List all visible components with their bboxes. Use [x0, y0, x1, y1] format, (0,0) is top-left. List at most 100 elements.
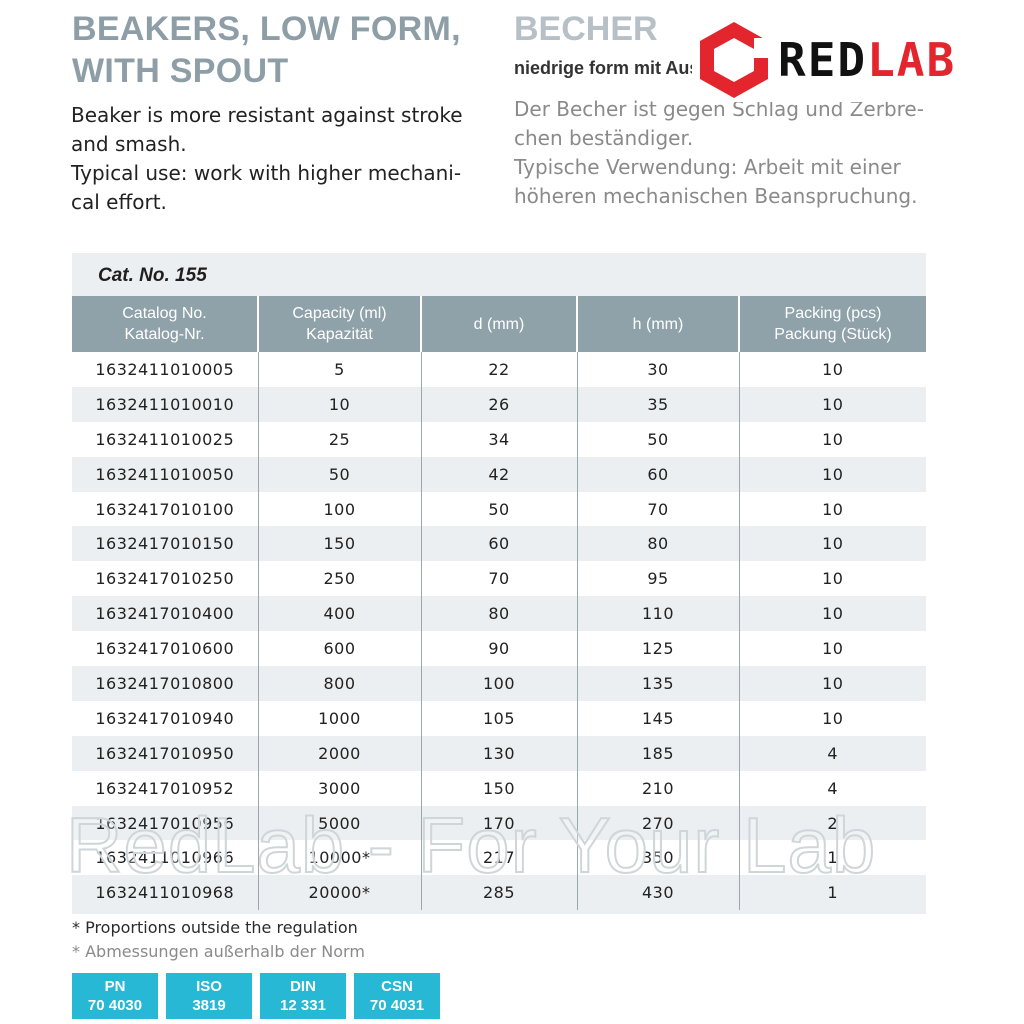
header-label: d (mm)	[473, 315, 525, 333]
cell-diameter: 100	[420, 666, 577, 701]
cell-diameter: 285	[420, 875, 577, 911]
cell-packing: 10	[738, 631, 926, 667]
cell-height: 430	[576, 875, 739, 911]
standard-badge-csn: CSN 70 4031	[354, 973, 440, 1019]
cell-height: 145	[576, 700, 739, 736]
cell-packing: 10	[738, 386, 926, 422]
german-description-line: chen beständiger.	[514, 126, 694, 150]
header-label: Packing (pcs)	[784, 305, 882, 322]
standard-name: PN	[104, 978, 126, 995]
standard-number: 70 4031	[369, 997, 425, 1014]
english-description-line: cal effort.	[71, 190, 167, 214]
cell-catalog-no: 1632417010600	[72, 631, 258, 667]
cell-capacity: 3000	[257, 770, 421, 806]
table-row: 1632417010400 400 80 110 10	[72, 596, 926, 632]
table-row: 1632411010025 25 34 50 10	[72, 421, 926, 457]
cell-diameter: 105	[420, 700, 577, 736]
cell-diameter: 22	[420, 352, 577, 387]
english-description-line: and smash.	[71, 132, 187, 156]
product-table-panel: Cat. No. 155 Catalog No. Katalog-Nr. Cap…	[72, 253, 926, 914]
cell-packing: 10	[738, 456, 926, 492]
cell-diameter: 60	[420, 526, 577, 562]
cell-height: 350	[576, 840, 739, 876]
logo-wordmark: REDLAB	[778, 34, 956, 86]
german-description-line: Typische Verwendung: Arbeit mit einer	[514, 155, 901, 179]
cell-capacity: 50	[257, 456, 421, 492]
cell-catalog-no: 1632417010100	[72, 491, 258, 527]
cell-height: 35	[576, 386, 739, 422]
english-description-line: Beaker is more resistant against stroke	[71, 103, 463, 127]
standard-badge-pn: PN 70 4030	[72, 973, 158, 1019]
standard-badge-iso: ISO 3819	[166, 973, 252, 1019]
cell-packing: 1	[738, 840, 926, 876]
footnote-german: * Abmessungen außerhalb der Norm	[72, 942, 365, 961]
standard-name: DIN	[290, 978, 316, 995]
table-row: 1632417010952 3000 150 210 4	[72, 770, 926, 806]
cell-capacity: 2000	[257, 735, 421, 771]
table-row: 1632411010968 20000* 285 430 1	[72, 875, 926, 911]
german-description-line: höheren mechanischen Beanspruchung.	[514, 184, 918, 208]
cell-catalog-no: 1632417010250	[72, 561, 258, 597]
cell-catalog-no: 1632417010800	[72, 666, 258, 701]
cell-height: 135	[576, 666, 739, 701]
cell-packing: 10	[738, 352, 926, 387]
cell-capacity: 20000*	[257, 875, 421, 911]
cell-capacity: 25	[257, 421, 421, 457]
cell-packing: 10	[738, 666, 926, 701]
cell-diameter: 170	[420, 805, 577, 841]
standard-number: 3819	[192, 997, 226, 1014]
cell-packing: 10	[738, 700, 926, 736]
cell-packing: 10	[738, 561, 926, 597]
cell-catalog-no: 1632411010010	[72, 386, 258, 422]
cell-catalog-no: 1632411010025	[72, 421, 258, 457]
cell-capacity: 600	[257, 631, 421, 667]
redlab-logo: REDLAB	[692, 18, 997, 102]
cell-capacity: 100	[257, 491, 421, 527]
header-label: Kapazität	[306, 326, 373, 343]
cell-height: 70	[576, 491, 739, 527]
logo-text-red: RED	[778, 33, 868, 87]
catalog-title: Cat. No. 155	[98, 265, 207, 286]
cell-height: 210	[576, 770, 739, 806]
cell-catalog-no: 1632417010952	[72, 770, 258, 806]
table-row: 1632417010940 1000 105 145 10	[72, 700, 926, 736]
cell-capacity: 250	[257, 561, 421, 597]
header-packing: Packing (pcs) Packung (Stück)	[738, 296, 926, 352]
cell-catalog-no: 1632417010150	[72, 526, 258, 562]
cell-catalog-no: 1632411010050	[72, 456, 258, 492]
table-row: 1632411010966 10000* 217 350 1	[72, 840, 926, 876]
table-body: 1632411010005 5 22 30 10 1632411010010 10 26 35 1…	[72, 352, 926, 911]
cell-capacity: 10	[257, 386, 421, 422]
cell-diameter: 26	[420, 386, 577, 422]
table-row: 1632417010100 100 50 70 10	[72, 491, 926, 527]
cell-capacity: 400	[257, 596, 421, 632]
cell-height: 80	[576, 526, 739, 562]
cell-height: 270	[576, 805, 739, 841]
cell-catalog-no: 1632417010956	[72, 805, 258, 841]
cell-packing: 10	[738, 526, 926, 562]
german-description: Der Becher ist gegen Schlag und Zerbre- …	[514, 95, 934, 211]
german-title: BECHER	[514, 10, 658, 48]
standard-number: 12 331	[280, 997, 326, 1014]
standard-name: CSN	[381, 978, 413, 995]
table-header-row: Catalog No. Katalog-Nr. Capacity (ml) Ka…	[72, 296, 926, 352]
cell-packing: 4	[738, 770, 926, 806]
cell-diameter: 50	[420, 491, 577, 527]
cell-diameter: 217	[420, 840, 577, 876]
table-row: 1632411010005 5 22 30 10	[72, 352, 926, 387]
english-title-line: BEAKERS, LOW FORM,	[72, 10, 461, 48]
header-capacity: Capacity (ml) Kapazität	[257, 296, 421, 352]
cell-packing: 10	[738, 421, 926, 457]
cell-packing: 10	[738, 596, 926, 632]
cell-packing: 1	[738, 875, 926, 911]
cell-capacity: 5000	[257, 805, 421, 841]
standard-badge-din: DIN 12 331	[260, 973, 346, 1019]
english-description-line: Typical use: work with higher mechani-	[71, 161, 462, 185]
cell-capacity: 10000*	[257, 840, 421, 876]
cell-height: 110	[576, 596, 739, 632]
table-row: 1632417010250 250 70 95 10	[72, 561, 926, 597]
header-label: Catalog No.	[122, 305, 207, 322]
table-row: 1632417010950 2000 130 185 4	[72, 735, 926, 771]
standard-number: 70 4030	[87, 997, 143, 1014]
cell-packing: 2	[738, 805, 926, 841]
